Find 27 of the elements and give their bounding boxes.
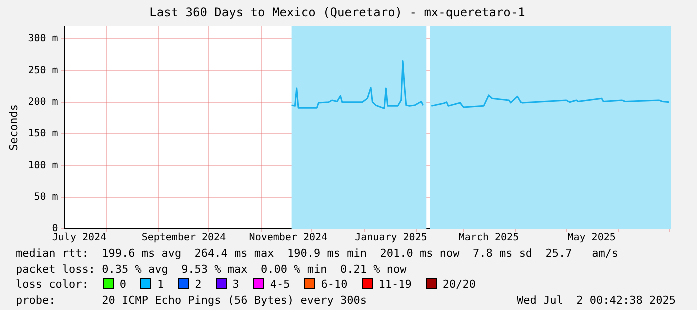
text: median rtt: 199.6 ms avg 264.4 ms max 190.9 ms min 201.0 ms now 7.8 ms sd 25.7 am/s — [16, 247, 619, 260]
y-tick-label: 200 m — [28, 96, 58, 108]
y-tick-label: 150 m — [28, 128, 58, 140]
y-tick-label: 300 m — [28, 34, 58, 45]
x-tick-label: September 2024 — [142, 232, 226, 244]
text: Wed Jul 2 00:42:38 2025 — [517, 292, 676, 308]
text: 11-19 — [378, 278, 412, 291]
text: 1 — [157, 278, 164, 291]
text: probe: 20 ICMP Echo Pings (56 Bytes) every 300s — [16, 294, 367, 306]
x-tick-label: January 2025 — [355, 232, 428, 244]
x-tick-label: May 2025 — [568, 232, 616, 244]
y-tick-label: 250 m — [28, 65, 58, 76]
text: packet loss: 0.35 % avg 9.53 % max 0.00 % min 0.21 % now — [16, 262, 407, 276]
x-tick-label: March 2025 — [458, 232, 520, 244]
chart-title: Last 360 Days to Mexico (Queretaro) - mx-queretaro-1 — [150, 5, 526, 20]
text: 3 — [232, 278, 240, 291]
text: 4-5 — [270, 278, 290, 291]
x-tick-label: July 2024 — [52, 232, 107, 244]
text: 2 — [195, 278, 202, 291]
y-axis-title: Seconds — [7, 104, 20, 151]
text: 0 — [120, 278, 126, 291]
y-tick-label: 100 m — [28, 160, 58, 172]
text: 6-10 — [321, 278, 348, 291]
y-tick-label: 50 m — [34, 192, 58, 203]
text: 20/20 — [442, 278, 476, 291]
x-tick-label: November 2024 — [249, 232, 328, 244]
text: loss color: — [16, 278, 89, 291]
